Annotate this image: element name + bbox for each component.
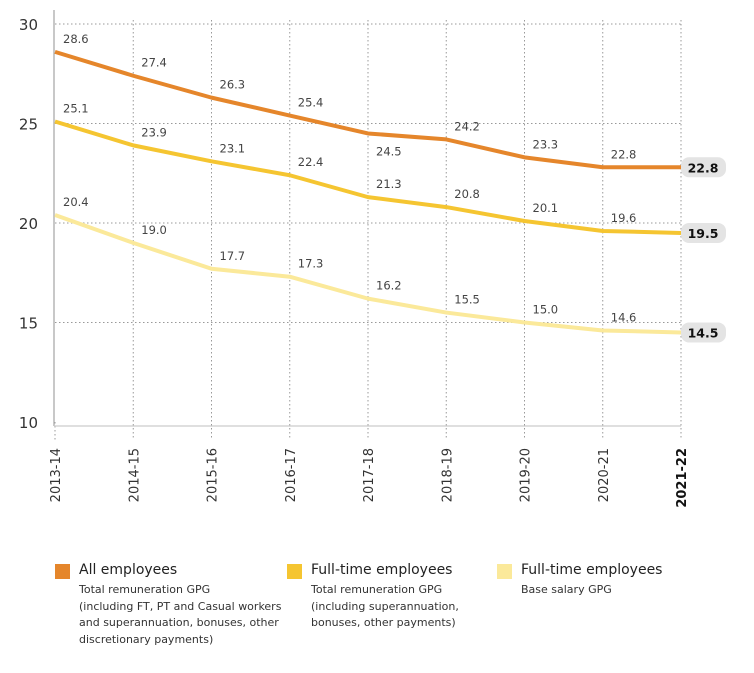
legend-swatch: [497, 564, 512, 579]
legend-title: Full-time employees: [311, 562, 453, 578]
x-tick-label: 2020-21: [597, 448, 612, 502]
y-tick-label: 25: [19, 116, 38, 134]
data-label: 23.9: [141, 125, 167, 139]
x-tick-label: 2021-22: [675, 448, 690, 508]
x-tick-label: 2018-19: [440, 448, 455, 502]
data-label: 25.4: [298, 96, 324, 110]
data-label: 26.3: [220, 78, 246, 92]
x-tick-label: 2014-15: [127, 448, 142, 502]
legend-description: Total remuneration GPG (including FT, PT…: [79, 583, 282, 646]
data-label: 28.6: [63, 32, 89, 46]
legend-swatch: [55, 564, 70, 579]
data-label: 20.8: [454, 187, 480, 201]
data-label: 16.2: [376, 279, 402, 293]
data-label: 20.1: [533, 201, 559, 215]
data-label: 20.4: [63, 195, 89, 209]
line-chart: 10 15 20 25 30 2013-14 2014-15 2015-16 2016-17 20…: [19, 10, 726, 508]
data-label: 23.1: [220, 141, 246, 155]
series-line: [54, 49, 681, 170]
series-line: [54, 119, 682, 235]
legend-swatch: [287, 564, 302, 579]
data-label: 24.5: [376, 144, 402, 158]
data-label: 19.0: [141, 223, 167, 237]
data-label: 21.3: [376, 177, 402, 191]
legend-description: Total remuneration GPG (including supera…: [311, 583, 459, 629]
y-tick-label: 20: [19, 215, 38, 233]
data-label: 19.6: [611, 211, 637, 225]
data-label: 24.2: [454, 119, 480, 133]
data-label: 22.8: [688, 160, 719, 175]
data-label: 22.4: [298, 155, 324, 169]
end-value-badge: [681, 222, 726, 243]
legend-description: Base salary GPG: [521, 583, 612, 596]
y-tick-label: 15: [19, 315, 38, 333]
x-tick-label: 2015-16: [206, 448, 221, 502]
data-label: 27.4: [141, 56, 167, 70]
data-label: 17.7: [220, 249, 246, 263]
x-tick-label: 2016-17: [284, 448, 299, 502]
data-label: 22.8: [611, 147, 637, 161]
x-tick-label: 2017-18: [362, 448, 377, 502]
data-label: 25.1: [63, 102, 89, 116]
end-value-badge: [681, 322, 726, 343]
data-label: 14.6: [611, 310, 637, 324]
x-tick-label: 2019-20: [519, 448, 534, 502]
legend-title: Full-time employees: [521, 562, 663, 578]
y-tick-label: 10: [19, 414, 38, 432]
end-value-badge: [681, 157, 726, 178]
data-label: 14.5: [688, 325, 719, 340]
data-label: 17.3: [298, 257, 324, 271]
data-label: 15.0: [533, 303, 559, 317]
data-label: 15.5: [454, 293, 480, 307]
data-label: 23.3: [533, 137, 559, 151]
x-tick-label: 2013-14: [49, 448, 64, 502]
legend-title: All employees: [79, 562, 178, 578]
data-label: 19.5: [688, 226, 719, 241]
y-tick-label: 30: [19, 16, 38, 34]
series-line: [54, 213, 682, 335]
